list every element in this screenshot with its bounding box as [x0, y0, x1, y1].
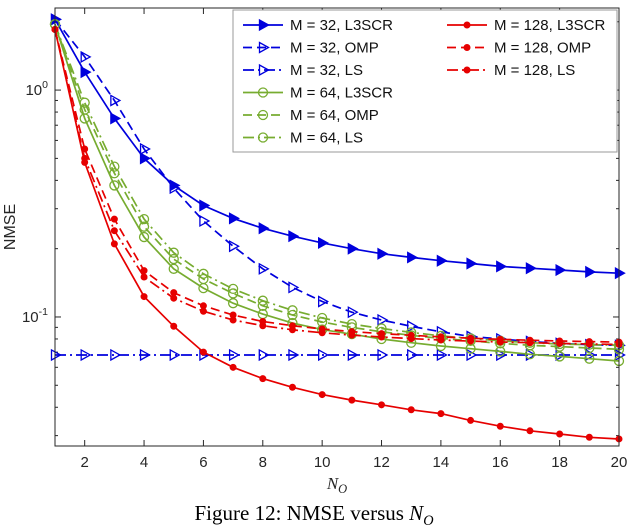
figure-caption: Figure 12: NMSE versus NO: [0, 501, 628, 530]
legend-item: M = 32, OMP: [243, 40, 379, 57]
axes-ticks: 100 10-1 2 4 6 8 10 12 14 16 18 20: [22, 8, 627, 471]
series-m-128-ls: [51, 25, 623, 348]
legend-item: M = 128, OMP: [447, 40, 591, 57]
caption-text: Figure 12: NMSE versus: [194, 501, 404, 525]
legend: M = 32, L3SCR M = 32, OMP M = 32, LS M = 64…: [232, 9, 618, 153]
y-tick-label: 10-1: [22, 306, 48, 326]
legend-label: M = 64, L3SCR: [290, 85, 393, 102]
legend-label: M = 128, OMP: [494, 40, 591, 57]
legend-item: M = 64, OMP: [243, 107, 379, 124]
legend-item: M = 32, L3SCR: [243, 17, 393, 34]
legend-label: M = 32, L3SCR: [290, 17, 393, 34]
legend-label: M = 32, LS: [290, 62, 363, 79]
legend-item: M = 64, LS: [243, 130, 363, 147]
x-tick-label: 12: [373, 454, 390, 471]
legend-item: M = 128, LS: [447, 62, 575, 79]
x-tick-label: 4: [140, 454, 148, 471]
legend-label: M = 128, LS: [494, 62, 575, 79]
legend-label: M = 64, OMP: [290, 107, 379, 124]
legend-item: M = 128, L3SCR: [447, 17, 605, 34]
legend-label: M = 128, L3SCR: [494, 17, 605, 34]
x-tick-label: 16: [492, 454, 509, 471]
x-tick-label: 20: [611, 454, 628, 471]
nmse-chart: 100 10-1 2 4 6 8 10 12 14 16 18 20 NMSE NO M = 32, L3S…: [2, 7, 627, 496]
legend-label: M = 64, LS: [290, 130, 363, 147]
x-tick-label: 14: [433, 454, 450, 471]
caption-math: NO: [409, 501, 434, 530]
x-tick-label: 2: [81, 454, 89, 471]
x-tick-label: 6: [199, 454, 207, 471]
x-tick-label: 18: [551, 454, 568, 471]
legend-label: M = 32, OMP: [290, 40, 379, 57]
x-tick-label: 8: [259, 454, 267, 471]
legend-item: M = 32, LS: [243, 62, 363, 79]
plot-box: [54, 7, 620, 447]
x-tick-label: 10: [314, 454, 331, 471]
series-m-128-l3scr: [51, 25, 623, 443]
x-axis-label: NO: [326, 474, 347, 496]
legend-item: M = 64, L3SCR: [243, 85, 393, 102]
legend-box: [232, 9, 618, 153]
y-axis-label: NMSE: [2, 204, 19, 250]
y-tick-label: 100: [25, 79, 48, 99]
